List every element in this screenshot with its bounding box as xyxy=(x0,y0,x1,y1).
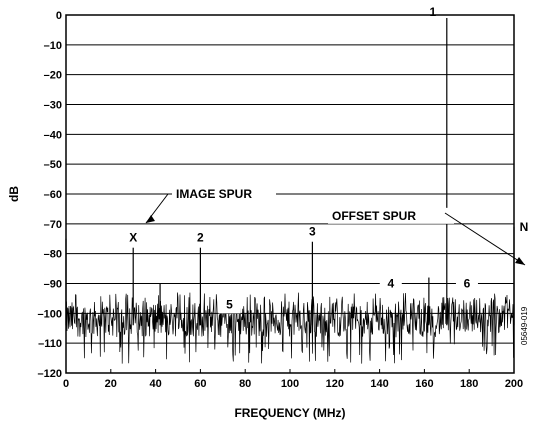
image-spur-bg xyxy=(172,184,276,204)
y-axis-title: dB xyxy=(7,186,21,202)
annotation-bg xyxy=(455,276,478,293)
annotation-label: N xyxy=(520,220,529,234)
noise-trace xyxy=(65,292,515,364)
annotation-bg xyxy=(189,230,212,247)
spur-lines xyxy=(65,17,515,326)
offset-spur-arrow xyxy=(444,212,526,266)
annotation-label: 5 xyxy=(226,297,233,311)
annotation-label: 1 xyxy=(429,5,436,19)
annotation-bg xyxy=(301,224,324,241)
x-tick-label: 180 xyxy=(460,378,478,390)
callouts: IMAGE SPUR OFFSET SPUR xyxy=(145,184,526,266)
x-tick-label: 60 xyxy=(194,378,206,390)
y-tick-label: –50 xyxy=(44,159,62,171)
annotation-bg xyxy=(218,297,241,314)
figure-id: 05649-019 xyxy=(520,306,529,345)
noise-floor xyxy=(65,292,515,364)
x-tick-label: 40 xyxy=(149,378,161,390)
y-tick-labels: 0 –10 –20 –30 –40 –50 –60 –70 –80 –90 –100 –110 –120 xyxy=(38,10,62,380)
x-tick-label: 160 xyxy=(415,378,433,390)
y-tick-label: –110 xyxy=(38,338,62,350)
x-tick-label: 100 xyxy=(281,378,299,390)
annotation-label: 2 xyxy=(197,231,204,245)
x-axis-title: FREQUENCY (MHz) xyxy=(234,406,345,420)
image-spur-arrowhead xyxy=(146,215,155,223)
annotation-label: 6 xyxy=(464,277,471,291)
y-tick-label: –30 xyxy=(44,100,62,112)
y-tick-label: –60 xyxy=(44,189,62,201)
x-tick-labels: 0 20 40 60 80 100 120 140 160 180 200 xyxy=(63,369,523,390)
y-tick-label: 0 xyxy=(56,10,62,22)
x-tick-label: 140 xyxy=(370,378,388,390)
annotation-bg xyxy=(379,276,402,293)
y-tick-label: –90 xyxy=(44,279,62,291)
offset-spur-bg xyxy=(328,207,454,224)
annotation-label: 4 xyxy=(387,277,394,291)
x-tick-label: 0 xyxy=(63,378,69,390)
annotations: 1 2 3 4 5 6 X N xyxy=(129,5,529,314)
offset-spur-arrowhead xyxy=(515,257,525,265)
y-tick-label: –20 xyxy=(44,70,62,82)
x-tick-label: 80 xyxy=(239,378,251,390)
offset-spur-label: OFFSET SPUR xyxy=(332,209,416,223)
x-tick-label: 120 xyxy=(326,378,344,390)
annotation-label: 3 xyxy=(309,225,316,239)
y-tick-label: –10 xyxy=(44,40,62,52)
y-tick-label: –70 xyxy=(44,219,62,231)
image-spur-label: IMAGE SPUR xyxy=(176,187,252,201)
x-tick-label: 20 xyxy=(105,378,117,390)
y-tick-label: –80 xyxy=(44,249,62,261)
y-tick-label: –120 xyxy=(38,368,62,380)
y-tick-label: –40 xyxy=(44,129,62,141)
x-tick-label: 200 xyxy=(505,378,523,390)
annotation-label: X xyxy=(129,231,137,245)
y-tick-label: –100 xyxy=(38,308,62,320)
